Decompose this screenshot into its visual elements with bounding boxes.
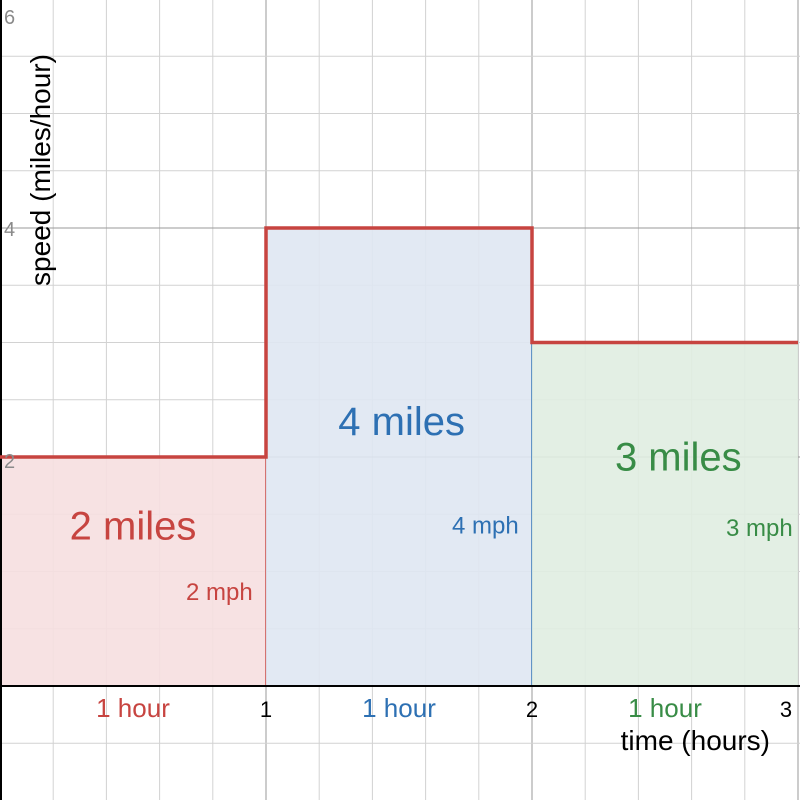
y-tick-label-6: 6: [4, 7, 15, 29]
x-tick-label-3: 3: [780, 697, 792, 722]
duration-label-3: 1 hour: [628, 693, 702, 723]
duration-label-1: 1 hour: [96, 693, 170, 723]
y-tick-label-2: 2: [4, 451, 15, 473]
speed-step-path: [0, 226, 798, 459]
speed-label-2: 4 mph: [452, 513, 519, 540]
x-tick-label-1: 1: [260, 697, 272, 722]
speed-label-1: 2 mph: [186, 579, 253, 606]
area-fill-3: [532, 342, 798, 686]
labels: 2 miles 2 mph 1 hour 4 miles 4 mph 1 hour 3 mi…: [70, 400, 793, 723]
x-axis-label: time (hours): [621, 725, 770, 756]
area-fill-1: [0, 457, 266, 686]
y-axis-label: speed (miles/hour): [25, 54, 56, 286]
duration-label-2: 1 hour: [362, 693, 436, 723]
y-tick-label-4: 4: [4, 219, 15, 241]
x-tick-label-2: 2: [526, 697, 538, 722]
area-fill-2: [266, 228, 532, 686]
area-label-2: 4 miles: [338, 400, 465, 444]
area-fills: [0, 228, 798, 686]
area-label-1: 2 miles: [70, 504, 197, 548]
area-label-3: 3 miles: [615, 436, 742, 480]
speed-label-3: 3 mph: [726, 515, 793, 542]
speed-step-line: [0, 226, 798, 459]
